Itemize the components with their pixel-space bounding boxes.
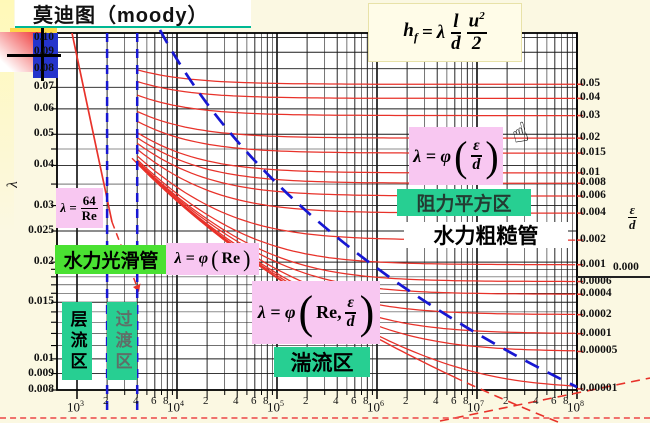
slide-edge-strip bbox=[0, 0, 14, 423]
x-minor-tick-label: 6 bbox=[251, 395, 257, 407]
x-tick-label: 107 bbox=[467, 399, 484, 415]
x-tick-label: 105 bbox=[267, 399, 284, 415]
right-tick-label: 0.002 bbox=[580, 233, 606, 245]
y-tick-label: 0.06 bbox=[33, 102, 54, 114]
y-tick-label: 0.05 bbox=[33, 127, 54, 139]
x-minor-tick-label: 4 bbox=[133, 395, 139, 407]
right-tick-label: 0.015 bbox=[580, 146, 606, 158]
y-axis-title: λ bbox=[4, 181, 21, 188]
x-minor-tick-label: 2 bbox=[303, 395, 309, 407]
right-tick-label: 0.04 bbox=[580, 91, 601, 103]
right-divider-line bbox=[577, 276, 650, 278]
y-tick-label: 0.10 bbox=[33, 31, 54, 43]
right-extra-label: 0.000 bbox=[613, 261, 639, 273]
right-tick-label: 0.03 bbox=[580, 109, 601, 121]
right-tick-label: 0.0002 bbox=[580, 308, 612, 320]
x-minor-tick-label: 6 bbox=[151, 395, 157, 407]
x-tick-label: 108 bbox=[567, 399, 584, 415]
y-tick-label: 0.08 bbox=[33, 62, 54, 74]
right-tick-label: 0.01 bbox=[580, 166, 601, 178]
x-minor-tick-label: 8 bbox=[363, 395, 369, 407]
crosshair-h bbox=[7, 54, 61, 57]
right-tick-label: 0.006 bbox=[580, 189, 606, 201]
x-minor-tick-label: 2 bbox=[403, 395, 409, 407]
x-minor-tick-label: 2 bbox=[503, 395, 509, 407]
x-minor-tick-label: 8 bbox=[263, 395, 269, 407]
x-minor-tick-label: 4 bbox=[333, 395, 339, 407]
y-tick-label: 0.04 bbox=[33, 158, 54, 170]
y-tick-label: 0.02 bbox=[33, 255, 54, 267]
right-tick-label: 0.008 bbox=[580, 176, 606, 188]
laminar-zone-label: 层流区 bbox=[62, 302, 92, 380]
x-minor-tick-label: 6 bbox=[451, 395, 457, 407]
x-minor-tick-label: 6 bbox=[351, 395, 357, 407]
right-tick-label: 0.0004 bbox=[580, 287, 612, 299]
y-tick-label: 0.008 bbox=[28, 383, 54, 395]
right-tick-label: 0.004 bbox=[580, 206, 606, 218]
equals-sign: = bbox=[421, 21, 433, 43]
y-tick-label: 0.03 bbox=[33, 199, 54, 211]
turbulent-zone-label: 湍流区 bbox=[274, 347, 370, 377]
right-tick-label: 0.00005 bbox=[580, 344, 618, 356]
y-tick-label: 0.07 bbox=[33, 80, 54, 92]
right-tick-label: 0.02 bbox=[580, 131, 601, 143]
laminar-formula-box: λ = 64 Re bbox=[56, 188, 103, 228]
lambda-symbol: λ bbox=[436, 21, 446, 43]
x-minor-tick-label: 8 bbox=[563, 395, 569, 407]
crosshair-v bbox=[41, 28, 44, 81]
y-tick-label: 0.009 bbox=[28, 367, 54, 379]
right-tick-label: 0.001 bbox=[580, 258, 606, 270]
x-tick-label: 104 bbox=[167, 399, 184, 415]
hf-symbol: hf bbox=[403, 20, 418, 44]
x-minor-tick-label: 4 bbox=[433, 395, 439, 407]
y-tick-label: 0.015 bbox=[28, 295, 54, 307]
rough-pipe-label: 水力粗糙管 bbox=[404, 222, 568, 248]
right-tick-label: 0.05 bbox=[580, 77, 601, 89]
right-tick-label: 0.0006 bbox=[580, 275, 612, 287]
y-tick-label: 0.01 bbox=[33, 352, 54, 364]
x-tick-label: 106 bbox=[367, 399, 384, 415]
transition-zone-label: 过渡区 bbox=[107, 302, 137, 380]
resistance-square-zone-label: 阻力平方区 bbox=[397, 189, 531, 216]
smooth-pipe-label: 水力光滑管 bbox=[55, 245, 167, 274]
x-minor-tick-label: 8 bbox=[463, 395, 469, 407]
x-minor-tick-label: 8 bbox=[163, 395, 169, 407]
right-tick-label: 0.0001 bbox=[580, 327, 612, 339]
slide-bottom-border bbox=[0, 417, 650, 419]
x-tick-label: 103 bbox=[67, 399, 84, 415]
x-minor-tick-label: 6 bbox=[551, 395, 557, 407]
x-minor-tick-label: 4 bbox=[233, 395, 239, 407]
x-minor-tick-label: 4 bbox=[533, 395, 539, 407]
x-minor-tick-label: 2 bbox=[203, 395, 209, 407]
x-minor-tick-label: 2 bbox=[103, 395, 109, 407]
y-tick-label: 0.025 bbox=[28, 224, 54, 236]
right-tick-label: 0.00001 bbox=[580, 382, 618, 394]
u2-fraction: u2 2 bbox=[466, 10, 487, 54]
smooth-formula-box: λ = φ(Re) bbox=[166, 243, 259, 275]
page-title: 莫迪图（moody） bbox=[15, 0, 251, 28]
y-tick-label: 0.09 bbox=[33, 45, 54, 57]
